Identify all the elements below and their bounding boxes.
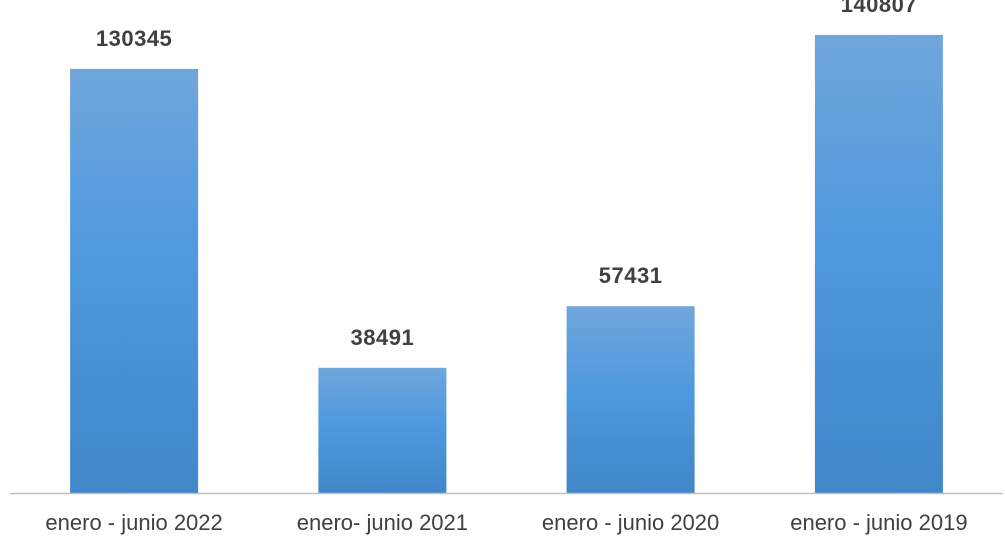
bar-3	[814, 34, 943, 494]
bars-group	[70, 34, 943, 494]
value-label-3: 140807	[841, 0, 917, 17]
bar-2	[566, 306, 695, 493]
bar-0	[70, 68, 199, 494]
category-label-2: enero - junio 2020	[542, 510, 719, 535]
category-label-3: enero - junio 2019	[790, 510, 967, 535]
category-labels-group: enero - junio 2022 enero- junio 2021 enero…	[45, 510, 967, 535]
value-label-0: 130345	[96, 26, 172, 51]
value-labels-group: 130345 38491 57431 140807	[96, 0, 917, 350]
category-label-1: enero- junio 2021	[297, 510, 468, 535]
category-label-0: enero - junio 2022	[45, 510, 222, 535]
value-label-2: 57431	[599, 263, 663, 288]
value-label-1: 38491	[351, 325, 415, 350]
bar-1	[318, 367, 447, 493]
